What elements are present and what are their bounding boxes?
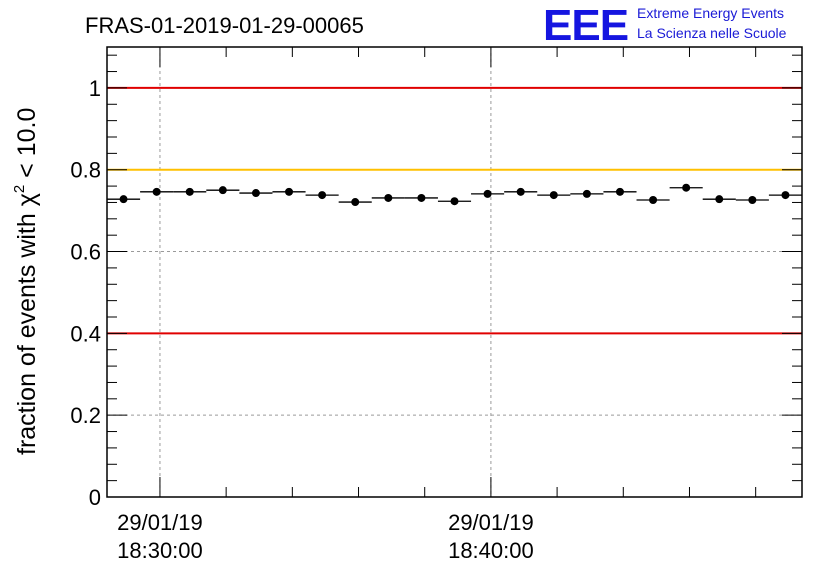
- y-axis-title: fraction of events with χ2 < 10.0: [11, 108, 41, 455]
- data-point: [748, 196, 757, 204]
- plot-frame: [106, 46, 803, 498]
- data-point: [781, 191, 790, 200]
- logo-line-1: Extreme Energy Events: [637, 5, 784, 21]
- reference-lines: [107, 86, 802, 335]
- grid-layer: [107, 47, 802, 497]
- data-point: [318, 191, 327, 200]
- data-point: [549, 191, 558, 200]
- y-axis-title-symbol: χ: [13, 193, 41, 206]
- data-point: [251, 189, 260, 198]
- y-axis-title-tail: < 10.0: [13, 108, 41, 185]
- data-point: [185, 187, 194, 196]
- data-point: [417, 193, 426, 202]
- data-point: [682, 183, 691, 192]
- data-point: [119, 195, 128, 204]
- x-tick-label-date: 29/01/19: [448, 510, 534, 535]
- y-tick-label: 0.4: [70, 321, 101, 346]
- data-point: [218, 186, 227, 195]
- data-point: [516, 187, 525, 196]
- data-point: [285, 187, 294, 196]
- y-tick-label: 0.6: [70, 240, 101, 265]
- data-point: [615, 187, 624, 196]
- data-point: [152, 187, 161, 196]
- y-tick-label: 0.2: [70, 403, 101, 428]
- data-point: [649, 196, 658, 204]
- data-point: [483, 189, 492, 198]
- y-axis-title-main: fraction of events with: [13, 206, 41, 455]
- data-point: [384, 193, 393, 202]
- logo-mark: EEE: [543, 1, 628, 50]
- data-point: [450, 197, 459, 206]
- y-tick-label: 1: [89, 76, 101, 101]
- x-tick-label-date: 29/01/19: [117, 510, 203, 535]
- data-point: [715, 195, 724, 204]
- data-point: [582, 189, 591, 198]
- data-point: [351, 198, 360, 207]
- tick-labels: 0 0.2 0.4 0.6 0.8 1 29/01/19 18:30:00 29/01/19 18…: [70, 76, 533, 563]
- y-tick-label: 0.8: [70, 158, 101, 183]
- y-tick-label: 0: [89, 485, 101, 510]
- data-points: [107, 183, 802, 207]
- logo-line-2: La Scienza nelle Scuole: [637, 25, 787, 41]
- y-axis-title-sup: 2: [11, 185, 28, 193]
- x-tick-label-time: 18:40:00: [448, 538, 534, 563]
- x-tick-label-time: 18:30:00: [117, 538, 203, 563]
- chart-title: FRAS-01-2019-01-29-00065: [85, 13, 364, 38]
- eee-logo: EEE Extreme Energy Events La Scienza nel…: [543, 1, 787, 50]
- axes: [106, 46, 803, 498]
